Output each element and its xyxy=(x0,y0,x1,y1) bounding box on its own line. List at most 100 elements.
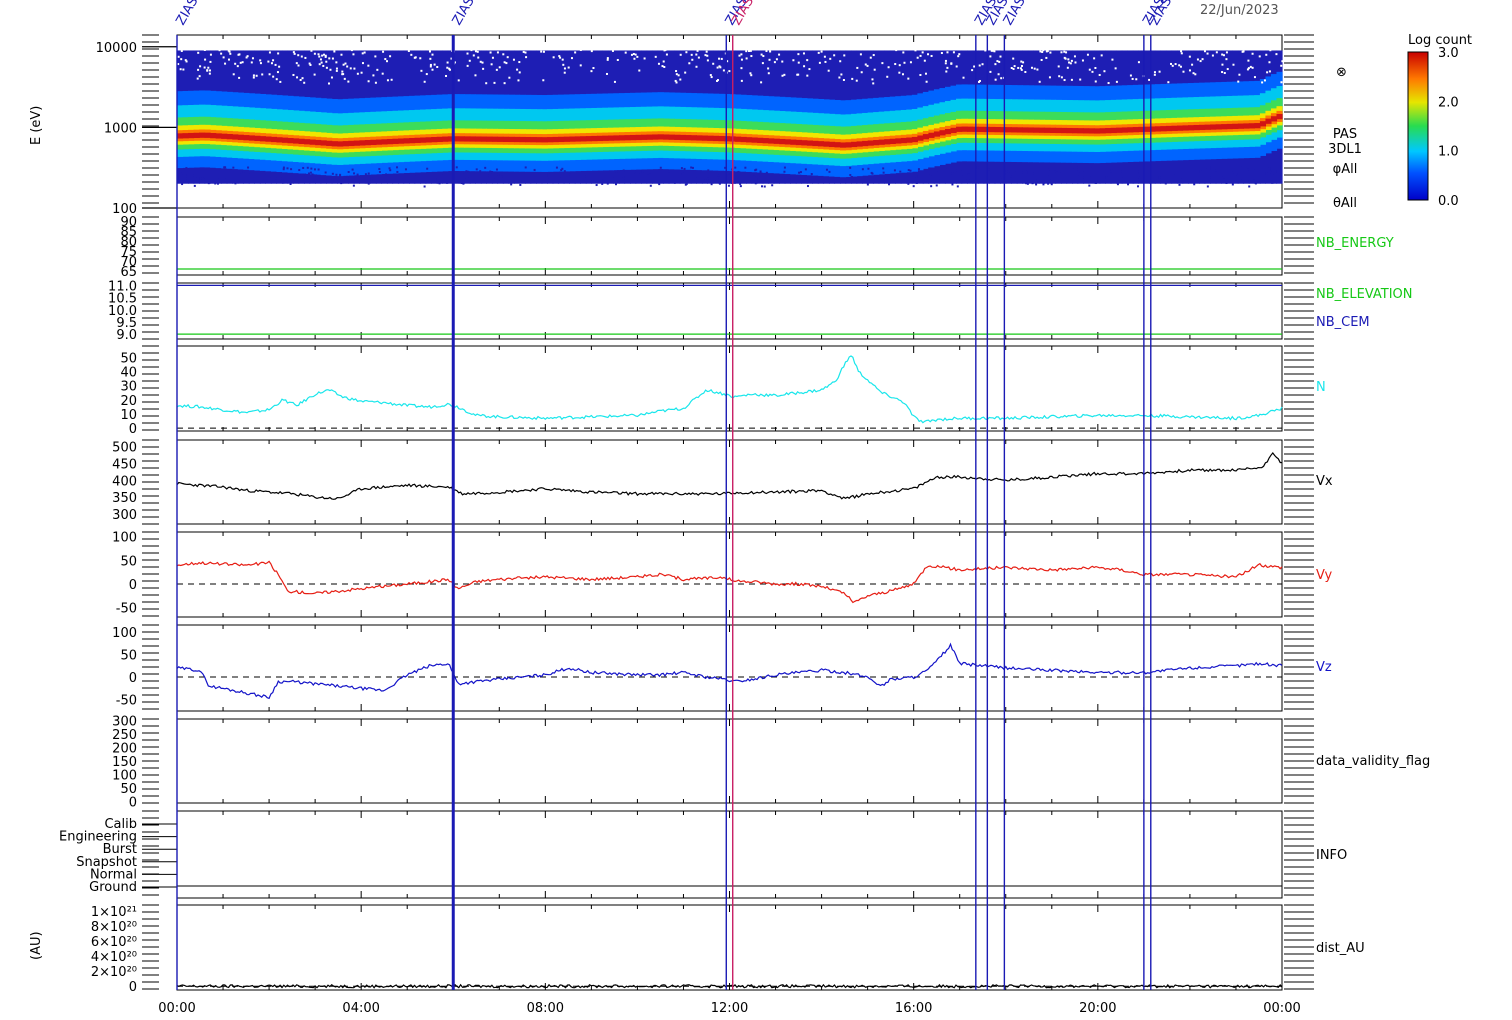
spectrogram-speckle xyxy=(246,55,249,58)
spectrogram-speckle xyxy=(263,172,266,175)
spectrogram-speckle xyxy=(781,60,784,63)
spectrogram-speckle xyxy=(938,177,941,180)
spectrogram-speckle xyxy=(384,58,387,61)
spectrogram-speckle xyxy=(989,179,992,182)
spectrogram-cell xyxy=(607,135,615,141)
spectrogram-speckle xyxy=(306,166,309,169)
y-tick-label: 1×10²¹ xyxy=(91,905,137,920)
spectrogram-cell xyxy=(1160,126,1167,132)
spectrogram-cell xyxy=(1165,125,1173,132)
spectrogram-speckle xyxy=(680,167,683,170)
spectrogram-speckle xyxy=(719,66,722,69)
spectrogram-speckle xyxy=(426,167,429,170)
spectrogram-cell xyxy=(287,137,294,144)
y-tick-label: -50 xyxy=(116,602,137,617)
y-tick-label: 0 xyxy=(129,422,137,437)
spectrogram-cell xyxy=(1259,121,1267,127)
spectrogram-cell xyxy=(757,137,764,144)
spectrogram-speckle xyxy=(824,60,827,63)
spectrogram-speckle xyxy=(214,182,217,185)
spectrogram-speckle xyxy=(211,167,214,170)
spectrogram-speckle xyxy=(524,51,527,54)
spectrogram-speckle xyxy=(1211,54,1214,57)
spectrogram-speckle xyxy=(330,76,333,79)
spectrogram-speckle xyxy=(448,67,451,70)
spectrogram-speckle xyxy=(1172,174,1175,177)
y-tick-label: 50 xyxy=(120,648,137,663)
spectrogram-speckle xyxy=(1215,51,1218,54)
spectrogram-speckle xyxy=(1249,180,1252,183)
spectrogram-speckle xyxy=(509,180,512,183)
spectrogram-speckle xyxy=(279,80,282,83)
spectrogram-speckle xyxy=(663,49,666,52)
y-tick-label: 10.0 xyxy=(108,304,137,319)
spectrogram-speckle xyxy=(234,182,237,185)
spectrogram-cell xyxy=(497,136,504,142)
spectrogram-label: φAll xyxy=(1333,162,1358,177)
spectrogram-speckle xyxy=(999,176,1002,179)
y-tick-label: 400 xyxy=(112,474,137,489)
spectrogram-speckle xyxy=(313,52,316,55)
spectrogram-speckle xyxy=(259,62,262,65)
spectrogram-speckle xyxy=(1045,56,1048,59)
spectrogram-speckle xyxy=(1281,60,1284,63)
spectrogram-speckle xyxy=(1268,61,1271,64)
spectrogram-speckle xyxy=(1235,172,1238,175)
spectrogram-speckle xyxy=(490,63,493,66)
spectrogram-speckle xyxy=(797,53,800,56)
spectrogram-speckle xyxy=(1249,65,1252,68)
spectrogram-speckle xyxy=(1253,179,1256,182)
spectrogram-speckle xyxy=(1000,77,1003,80)
spectrogram-cell xyxy=(712,135,720,142)
spectrogram-cell xyxy=(182,133,189,139)
spectrogram-speckle xyxy=(364,173,367,176)
y-tick-label: 250 xyxy=(112,728,137,743)
spectrogram-speckle xyxy=(728,171,731,174)
spectrogram-speckle xyxy=(984,49,987,52)
spectrogram-speckle xyxy=(1265,172,1268,175)
spectrogram-cell xyxy=(746,137,753,143)
spectrogram-speckle xyxy=(378,170,381,173)
y-tick-label: 30 xyxy=(120,380,137,395)
spectrogram-speckle xyxy=(198,75,201,78)
spectrogram-speckle xyxy=(738,181,741,184)
spectrogram-speckle xyxy=(1091,70,1094,73)
spectrogram-speckle xyxy=(997,73,1000,76)
spectrogram-speckle xyxy=(605,72,608,75)
spectrogram-speckle xyxy=(517,79,520,82)
spectrogram-speckle xyxy=(533,168,536,171)
spectrogram-speckle xyxy=(479,170,482,173)
spectrogram-speckle xyxy=(1036,68,1039,71)
spectrogram-speckle xyxy=(510,183,513,186)
spectrogram-speckle xyxy=(1048,76,1051,79)
spectrogram-cell xyxy=(315,139,322,146)
spectrogram-speckle xyxy=(1180,52,1183,55)
spectrogram-cell xyxy=(1138,126,1145,133)
spectrogram-speckle xyxy=(242,170,245,173)
spectrogram-speckle xyxy=(989,70,992,73)
spectrogram-speckle xyxy=(1268,70,1271,73)
spectrogram-speckle xyxy=(579,64,582,67)
spectrogram-speckle xyxy=(300,55,303,58)
spectrogram-speckle xyxy=(304,56,307,59)
spectrogram-speckle xyxy=(894,63,897,66)
spectrogram-cell xyxy=(1132,127,1139,133)
spectrogram-speckle xyxy=(381,72,384,75)
spectrogram-label: θAll xyxy=(1333,196,1357,211)
spectrogram-speckle xyxy=(1136,172,1139,175)
spectrogram-speckle xyxy=(1026,182,1029,185)
spectrogram-speckle xyxy=(179,68,182,71)
spectrogram-speckle xyxy=(754,182,757,185)
spectrogram-speckle xyxy=(275,78,278,81)
spectrogram-speckle xyxy=(181,172,184,175)
spectrogram-ylabel: E (eV) xyxy=(29,106,44,145)
spectrogram-speckle xyxy=(322,64,325,67)
spectrogram-speckle xyxy=(1073,55,1076,58)
spectrogram-speckle xyxy=(829,57,832,60)
spectrogram-speckle xyxy=(1063,79,1066,82)
spectrogram-speckle xyxy=(976,166,979,169)
spectrogram-speckle xyxy=(309,63,312,66)
spectrogram-cell xyxy=(911,136,918,143)
spectrogram-cell xyxy=(1121,127,1128,133)
spectrogram-speckle xyxy=(324,54,327,57)
